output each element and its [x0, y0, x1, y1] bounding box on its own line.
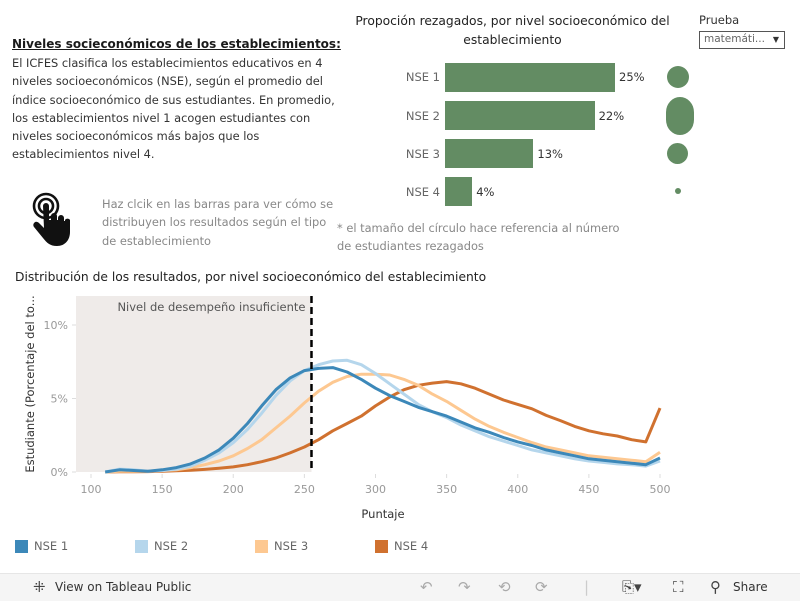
legend-label: NSE 1 [34, 539, 69, 553]
series-line-nse-2[interactable] [104, 358, 661, 474]
share-icon[interactable]: ⚲ [710, 578, 721, 596]
series-line-nse-4[interactable] [105, 380, 662, 474]
series-line-nse-1[interactable] [104, 366, 661, 474]
share-button[interactable]: Share [733, 580, 768, 594]
x-tick-label: 500 [650, 483, 671, 496]
bar-label: NSE 3 [405, 147, 440, 161]
hand-pointer-icon [32, 192, 74, 250]
bar-value-label: 4% [476, 185, 495, 199]
line-chart: Nivel de desempeño insuficiente 0% 5% 10% 10… [23, 295, 671, 521]
bar-nse-2[interactable] [445, 101, 595, 130]
x-axis-label: Puntaje [361, 507, 404, 521]
x-tick-label: 200 [223, 483, 244, 496]
insufficient-zone-label: Nivel de desempeño insuficiente [117, 300, 305, 314]
legend-swatch [15, 539, 28, 553]
y-axis-label: Estudiante (Porcentaje del to... [23, 295, 37, 472]
tableau-logo-icon[interactable]: ⁜ [33, 578, 46, 596]
circle-nse-3[interactable] [667, 143, 688, 164]
legend-label: NSE 4 [394, 539, 429, 553]
prueba-dropdown[interactable]: matemáti... ▼ [699, 31, 785, 49]
revert-icon[interactable]: ⟲ [498, 578, 511, 596]
intro-title: Niveles socieconómicos de los establecim… [12, 37, 341, 51]
line-chart-title: Distribución de los resultados, por nive… [15, 270, 487, 284]
legend-item-nse-2[interactable]: NSE 2 [135, 539, 188, 553]
legend-item-nse-4[interactable]: NSE 4 [375, 539, 428, 553]
hint-text: Haz clcik en las barras para ver cómo se… [102, 197, 334, 248]
legend-item-nse-1[interactable]: NSE 1 [15, 539, 68, 553]
intro-body: El ICFES clasifica los establecimientos … [12, 56, 335, 162]
y-tick-label: 0% [51, 466, 68, 479]
bar-nse-1[interactable] [445, 63, 615, 92]
undo-icon[interactable]: ↶ [420, 578, 433, 596]
bar-chart-title: Propoción rezagados, por nivel socioecon… [355, 14, 670, 47]
x-tick-label: 350 [436, 483, 457, 496]
circle-nse-4[interactable] [675, 188, 681, 194]
circle-size-note: * el tamaño del círculo hace referencia … [337, 221, 620, 254]
fullscreen-icon[interactable]: ⛶ [673, 578, 684, 596]
circle-nse-1[interactable] [667, 66, 689, 88]
x-tick-label: 450 [578, 483, 599, 496]
x-tick-label: 400 [507, 483, 528, 496]
bar-nse-4[interactable] [445, 177, 473, 206]
bar-value-label: 25% [619, 70, 645, 84]
view-on-tableau-link[interactable]: View on Tableau Public [55, 580, 192, 594]
tableau-footer: ⁜ View on Tableau Public ↶ ↷ ⟲ ⟳ | ⎘▾ ⛶ … [0, 573, 800, 601]
legend-label: NSE 3 [274, 539, 309, 553]
download-icon[interactable]: ⎘▾ [622, 578, 642, 596]
y-tick-label: 5% [51, 393, 68, 406]
x-tick-label: 100 [81, 483, 102, 496]
bar-label: NSE 2 [405, 109, 440, 123]
legend-swatch [135, 539, 148, 553]
divider: | [584, 578, 590, 596]
x-tick-label: 250 [294, 483, 315, 496]
redo-icon[interactable]: ↷ [458, 578, 471, 596]
legend-swatch [255, 539, 268, 553]
legend-label: NSE 2 [154, 539, 189, 553]
circle-nse-2[interactable] [666, 97, 694, 135]
filter-label: Prueba [699, 13, 740, 27]
y-tick-label: 10% [44, 319, 68, 332]
bar-value-label: 22% [598, 109, 625, 123]
bar-nse-3[interactable] [445, 139, 534, 168]
chevron-down-icon: ▼ [772, 35, 779, 44]
bar-label: NSE 4 [405, 185, 440, 199]
refresh-icon[interactable]: ⟳ [535, 578, 548, 596]
x-tick-label: 150 [152, 483, 173, 496]
x-tick-label: 300 [365, 483, 386, 496]
prueba-selected-value: matemáti... [704, 33, 765, 45]
legend-item-nse-3[interactable]: NSE 3 [255, 539, 308, 553]
insufficient-zone [76, 296, 312, 472]
legend-swatch [375, 539, 388, 553]
bar-value-label: 13% [537, 147, 563, 161]
bar-label: NSE 1 [405, 70, 440, 84]
series-line-nse-3[interactable] [105, 372, 661, 474]
